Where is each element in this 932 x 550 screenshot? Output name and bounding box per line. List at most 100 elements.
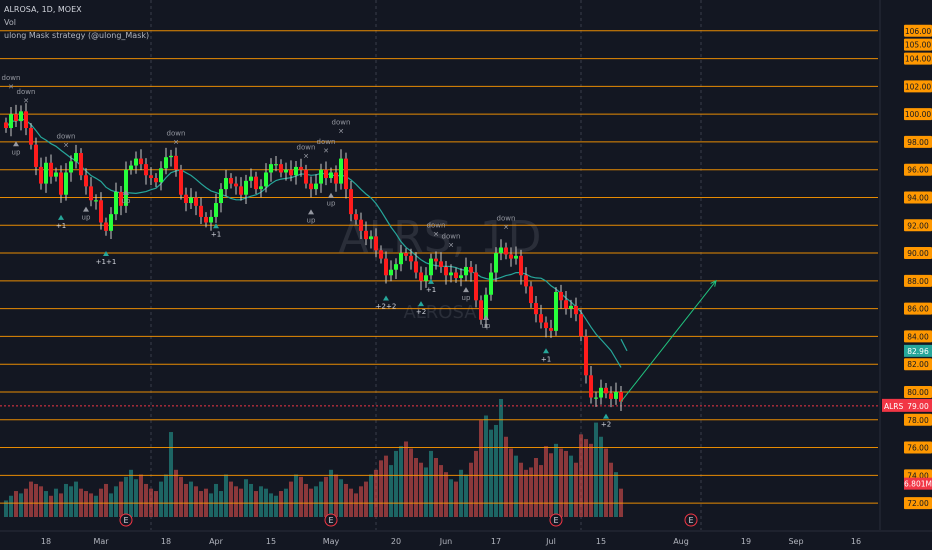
moving-average [5,118,628,368]
price-tick-label[interactable]: 82.00 [907,360,929,369]
earnings-letter[interactable]: E [553,516,558,525]
price-axis[interactable]: 72.00 74.00 76.00 78.00 80.00 82.00 84.00 86.00… [879,0,932,550]
earnings-letter[interactable]: E [688,516,693,525]
candle-body [434,258,438,262]
volume-value-tag [904,477,932,490]
candle-body [34,144,38,167]
earnings-marker[interactable]: E [549,513,563,527]
earnings-marker[interactable]: E [119,513,133,527]
candle-body [99,200,103,223]
signal-exit-icon: ✕ [323,147,329,155]
candle-body [239,186,243,195]
volume-bar [29,481,33,517]
time-tick-label[interactable]: 17 [491,537,501,546]
projection-arrow[interactable] [620,279,717,403]
time-tick-label[interactable]: 15 [596,537,606,546]
volume-value-label[interactable]: 6.801M [904,480,932,489]
earnings-marker[interactable]: E [324,513,338,527]
last-price-symbol[interactable]: ALRS [884,402,904,411]
volume-bar [454,481,458,517]
price-tick-label[interactable]: 86.00 [907,305,929,314]
signal-exit-icon: ✕ [303,153,309,161]
time-tick-label[interactable]: Mar [93,537,109,546]
candle-body [259,186,263,190]
signal-exit-icon: ✕ [503,223,509,231]
volume-bar [389,465,393,517]
ma-value-tag [904,344,932,357]
price-tick-label[interactable]: 72.00 [907,499,929,508]
time-tick-label[interactable]: 18 [161,537,171,546]
signal-up-label: +2+2 [376,303,397,311]
volume-bar [59,493,63,517]
vertical-gridlines [150,0,702,530]
time-tick-label[interactable]: Aug [673,537,689,546]
price-tick-label[interactable]: 105.00 [905,41,931,50]
price-tick-label[interactable]: 88.00 [907,277,929,286]
earnings-circle-icon [119,513,133,527]
candle-body [84,175,88,187]
candle-body [149,175,153,179]
volume-bar [479,420,483,517]
time-tick-label[interactable]: Sep [788,537,803,546]
price-tick-label[interactable]: 78.00 [907,416,929,425]
candle-body [9,114,13,129]
signal-down-label: down [442,232,461,240]
price-tick-label[interactable]: 76.00 [907,444,929,453]
candle-body [199,205,203,217]
earnings-marker[interactable]: E [684,513,698,527]
candle-body [454,272,458,279]
candle-body [389,269,393,276]
signal-up-label: up [82,214,91,222]
time-tick-label[interactable]: 19 [741,537,751,546]
time-axis[interactable]: 18 Mar 18 Apr 15 May 20 Jun 17 Jul 15 Aug 19 Sep 16 [0,530,932,550]
price-tick-label[interactable]: 102.00 [905,82,931,91]
signal-entry-arrow-icon [83,206,89,212]
candle-body [49,162,53,177]
candle-body [494,253,498,273]
price-tick-label[interactable]: 80.00 [907,388,929,397]
time-tick-label[interactable]: 16 [851,537,861,546]
time-tick-label[interactable]: May [323,537,340,546]
price-tick-badge [904,38,932,51]
candle-body [114,191,118,215]
volume-indicator-title[interactable]: Vol [4,18,16,27]
price-tick-label[interactable]: 96.00 [907,166,929,175]
candle-body [274,164,278,166]
time-tick-label[interactable]: Jun [439,537,453,546]
symbol-title[interactable]: ALROSA, 1D, MOEX [4,5,82,14]
price-tick-label[interactable]: 94.00 [907,193,929,202]
volume-bar [4,500,8,517]
candle-body [314,183,318,190]
price-tick-label[interactable]: 106.00 [905,27,931,36]
time-tick-label[interactable]: Jul [545,537,556,546]
candle-body [374,236,378,251]
ma-value-label[interactable]: 82.96 [907,347,929,356]
candle-body [164,157,168,169]
candle-body [224,178,228,190]
price-tick-label[interactable]: 90.00 [907,249,929,258]
time-tick-label[interactable]: 20 [391,537,401,546]
candle-body [184,194,188,204]
signal-up-label: up [482,322,491,330]
price-tick-label[interactable]: 92.00 [907,221,929,230]
volume-bar [554,443,558,517]
volume-bar [464,474,468,517]
earnings-letter[interactable]: E [123,516,128,525]
earnings-letter[interactable]: E [328,516,333,525]
price-tick-label[interactable]: 104.00 [905,55,931,64]
time-tick-label[interactable]: 18 [41,537,51,546]
price-tick-badge [904,274,932,287]
strategy-title[interactable]: ulong Mask strategy (@ulong_Mask) [4,31,150,40]
price-tick-label[interactable]: 100.00 [905,110,931,119]
price-tick-label[interactable]: 74.00 [907,471,929,480]
price-tick-label[interactable]: 98.00 [907,138,929,147]
candle-body [144,164,148,176]
price-tick-label[interactable]: 84.00 [907,332,929,341]
time-tick-label[interactable]: 15 [266,537,276,546]
volume-bar [529,467,533,517]
last-price-value[interactable]: 79.00 [907,402,929,411]
time-tick-label[interactable]: Apr [209,537,224,546]
candle-body [604,387,608,394]
